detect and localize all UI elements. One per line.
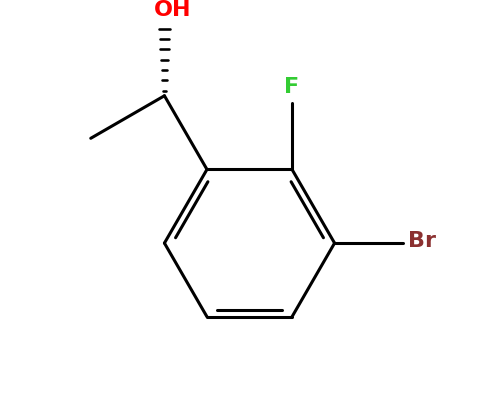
Text: F: F [284, 77, 299, 97]
Text: Br: Br [408, 231, 436, 251]
Text: OH: OH [153, 0, 191, 20]
